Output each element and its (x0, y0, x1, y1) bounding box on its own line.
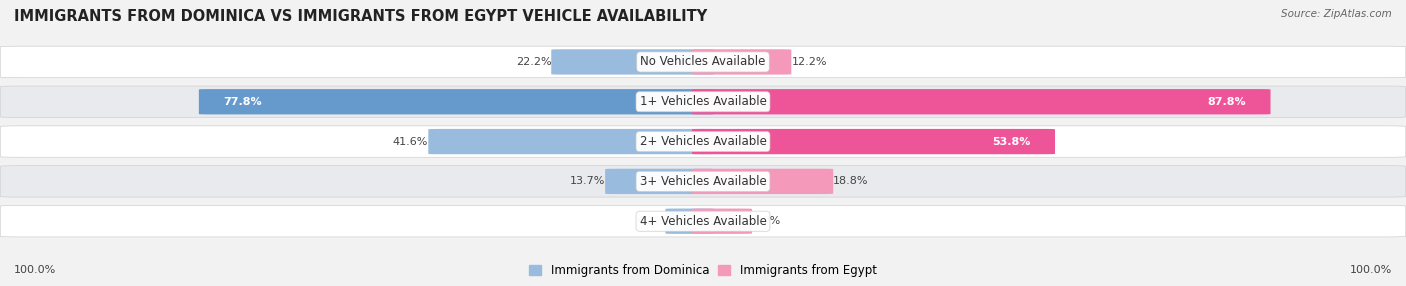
FancyBboxPatch shape (0, 46, 1406, 78)
FancyBboxPatch shape (551, 49, 714, 75)
Legend: Immigrants from Dominica, Immigrants from Egypt: Immigrants from Dominica, Immigrants fro… (524, 259, 882, 282)
FancyBboxPatch shape (692, 89, 1271, 114)
Text: 53.8%: 53.8% (991, 137, 1031, 146)
Text: 22.2%: 22.2% (516, 57, 551, 67)
FancyBboxPatch shape (692, 129, 1054, 154)
Text: IMMIGRANTS FROM DOMINICA VS IMMIGRANTS FROM EGYPT VEHICLE AVAILABILITY: IMMIGRANTS FROM DOMINICA VS IMMIGRANTS F… (14, 9, 707, 23)
FancyBboxPatch shape (692, 49, 792, 75)
FancyBboxPatch shape (429, 129, 714, 154)
Text: 2+ Vehicles Available: 2+ Vehicles Available (640, 135, 766, 148)
FancyBboxPatch shape (0, 166, 1406, 197)
FancyBboxPatch shape (198, 89, 714, 114)
Text: 3+ Vehicles Available: 3+ Vehicles Available (640, 175, 766, 188)
Text: 87.8%: 87.8% (1208, 97, 1246, 107)
FancyBboxPatch shape (0, 205, 1406, 237)
Text: 4.2%: 4.2% (637, 216, 665, 226)
FancyBboxPatch shape (605, 169, 714, 194)
Text: 100.0%: 100.0% (1350, 265, 1392, 275)
Text: 77.8%: 77.8% (224, 97, 263, 107)
Text: 41.6%: 41.6% (392, 137, 429, 146)
Text: 6.0%: 6.0% (752, 216, 780, 226)
Text: 18.8%: 18.8% (834, 176, 869, 186)
FancyBboxPatch shape (0, 86, 1406, 118)
FancyBboxPatch shape (692, 208, 752, 234)
FancyBboxPatch shape (692, 169, 834, 194)
Text: 100.0%: 100.0% (14, 265, 56, 275)
Text: 13.7%: 13.7% (569, 176, 605, 186)
FancyBboxPatch shape (0, 126, 1406, 157)
Text: 1+ Vehicles Available: 1+ Vehicles Available (640, 95, 766, 108)
FancyBboxPatch shape (665, 208, 714, 234)
Text: No Vehicles Available: No Vehicles Available (640, 55, 766, 68)
Text: 12.2%: 12.2% (792, 57, 827, 67)
Text: Source: ZipAtlas.com: Source: ZipAtlas.com (1281, 9, 1392, 19)
Text: 4+ Vehicles Available: 4+ Vehicles Available (640, 215, 766, 228)
